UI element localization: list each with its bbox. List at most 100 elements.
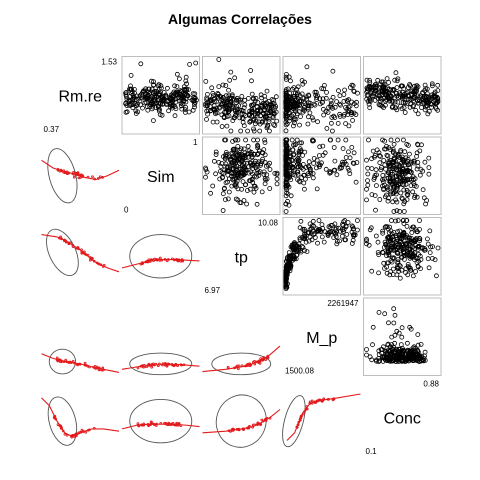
scatter-point xyxy=(284,149,289,155)
scatter-point xyxy=(296,149,302,154)
scatter-point xyxy=(337,101,342,107)
scatter-point xyxy=(232,146,238,152)
range-top-2: 10.08 xyxy=(258,219,279,228)
scatter-point xyxy=(270,115,276,121)
scatter-point xyxy=(260,156,266,162)
scatter-point xyxy=(406,355,412,361)
scatter-point xyxy=(415,244,421,250)
panel-border-1-2 xyxy=(202,136,281,215)
scatter-point xyxy=(413,183,419,189)
scatter-point xyxy=(203,165,208,171)
scatter-point xyxy=(399,236,405,242)
scatter-point xyxy=(274,118,280,124)
scatter-point xyxy=(297,122,302,128)
scatter-point xyxy=(417,172,423,178)
scatter-point xyxy=(388,189,393,195)
panel-3-3: M_p 2261947 1500.08 xyxy=(285,299,359,376)
scatter-point xyxy=(264,88,270,94)
scatter-point xyxy=(306,164,312,170)
scatter-point xyxy=(400,249,406,255)
scatter-point xyxy=(283,152,289,158)
scatter-point xyxy=(420,187,426,193)
scatter-point xyxy=(384,152,390,158)
scatter-point xyxy=(249,113,255,119)
scatter-point xyxy=(235,137,241,143)
scatter-point xyxy=(234,107,240,113)
scatter-point xyxy=(392,332,398,338)
scatter-point xyxy=(426,265,432,271)
scatter-point xyxy=(390,184,396,190)
scatter-point xyxy=(186,109,192,115)
scatter-point xyxy=(377,160,383,166)
scatter-point xyxy=(366,101,372,107)
scatter-point xyxy=(290,123,296,129)
correlation-ellipse-4-2 xyxy=(215,394,267,448)
scatter-point xyxy=(295,158,301,164)
scatter-point xyxy=(347,171,353,177)
scatter-point xyxy=(302,226,307,232)
scatter-point xyxy=(288,78,293,84)
panel-1-0 xyxy=(41,148,120,204)
scatter-point xyxy=(255,107,261,113)
scatter-point xyxy=(290,172,296,178)
scatter-point xyxy=(306,92,311,98)
scatter-point xyxy=(301,186,307,192)
scatter-point xyxy=(384,244,390,250)
scatter-point xyxy=(245,96,251,101)
scatter-point xyxy=(346,123,352,129)
scatter-point xyxy=(320,96,326,102)
scatter-point xyxy=(255,152,261,158)
scatter-point xyxy=(370,342,375,348)
scatter-point xyxy=(402,110,408,115)
scatter-point xyxy=(216,57,222,62)
scatter-point xyxy=(380,137,386,143)
scatter-point xyxy=(341,92,347,97)
scatter-point xyxy=(364,77,370,83)
scatter-point xyxy=(158,85,164,91)
scatter-point xyxy=(402,250,407,256)
scatter-point xyxy=(248,169,254,175)
scatter-point xyxy=(432,257,438,263)
scatter-point xyxy=(382,89,388,95)
scatter-point xyxy=(422,353,427,359)
loess-point xyxy=(150,421,154,424)
scatter-point xyxy=(409,253,415,259)
scatter-point xyxy=(237,147,243,153)
scatter-point xyxy=(376,150,382,156)
scatter-point xyxy=(343,237,349,243)
scatter-point xyxy=(310,137,316,143)
scatter-point xyxy=(257,121,263,127)
scatter-point xyxy=(415,111,421,117)
scatter-point xyxy=(328,103,334,108)
scatter-point xyxy=(251,128,257,134)
scatter-point xyxy=(262,152,268,158)
scatter-point xyxy=(262,140,268,146)
scatter-point xyxy=(404,340,410,346)
scatter-point xyxy=(183,78,189,84)
scatter-point xyxy=(253,95,259,101)
scatter-point xyxy=(218,94,224,100)
scatter-point xyxy=(414,255,420,261)
scatter-point xyxy=(289,137,295,143)
scatter-point xyxy=(404,191,410,197)
scatter-point xyxy=(257,128,263,134)
scatter-point xyxy=(146,93,151,98)
scatter-point xyxy=(402,149,408,155)
scatter-point xyxy=(226,106,232,112)
loess-point xyxy=(259,357,263,360)
scatter-point xyxy=(405,85,411,90)
scatter-point xyxy=(308,170,314,176)
scatter-point xyxy=(349,144,355,150)
panel-2-1 xyxy=(121,234,200,279)
scatter-point xyxy=(365,99,371,104)
scatter-point xyxy=(421,94,427,100)
scatter-point xyxy=(226,113,232,119)
scatter-point xyxy=(331,113,337,119)
scatter-point xyxy=(291,120,297,126)
scatter-point xyxy=(248,68,254,73)
scatter-point xyxy=(261,169,267,175)
scatter-point xyxy=(394,78,400,84)
scatter-point xyxy=(295,164,301,170)
scatter-point xyxy=(379,347,385,352)
scatter-point xyxy=(238,200,244,206)
